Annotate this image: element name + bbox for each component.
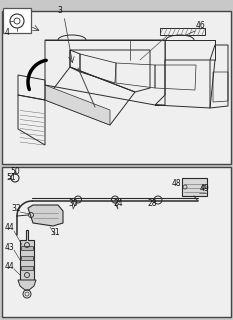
Polygon shape	[18, 280, 36, 290]
Text: 50: 50	[10, 167, 20, 176]
Polygon shape	[45, 85, 110, 125]
Text: 4: 4	[5, 28, 10, 37]
Polygon shape	[28, 205, 63, 226]
Text: 32: 32	[11, 204, 21, 213]
Text: 48: 48	[172, 179, 182, 188]
Polygon shape	[20, 230, 34, 280]
Bar	[2, 11, 231, 164]
Text: 44: 44	[5, 223, 15, 232]
Bar	[3, 8, 31, 33]
Text: 30: 30	[68, 199, 78, 208]
Text: 3: 3	[57, 6, 62, 15]
Text: 31: 31	[50, 228, 60, 237]
Bar	[182, 178, 207, 196]
Bar	[160, 28, 205, 35]
Text: 43: 43	[5, 243, 15, 252]
Text: 28: 28	[148, 199, 158, 208]
Text: 49: 49	[200, 184, 210, 193]
Bar	[21, 256, 33, 260]
Text: 44: 44	[5, 262, 15, 271]
Text: 46: 46	[196, 21, 206, 30]
Bar	[2, 167, 231, 317]
Bar	[21, 266, 33, 270]
Text: 24: 24	[113, 199, 123, 208]
Text: 51: 51	[6, 173, 16, 182]
Bar	[21, 246, 33, 250]
